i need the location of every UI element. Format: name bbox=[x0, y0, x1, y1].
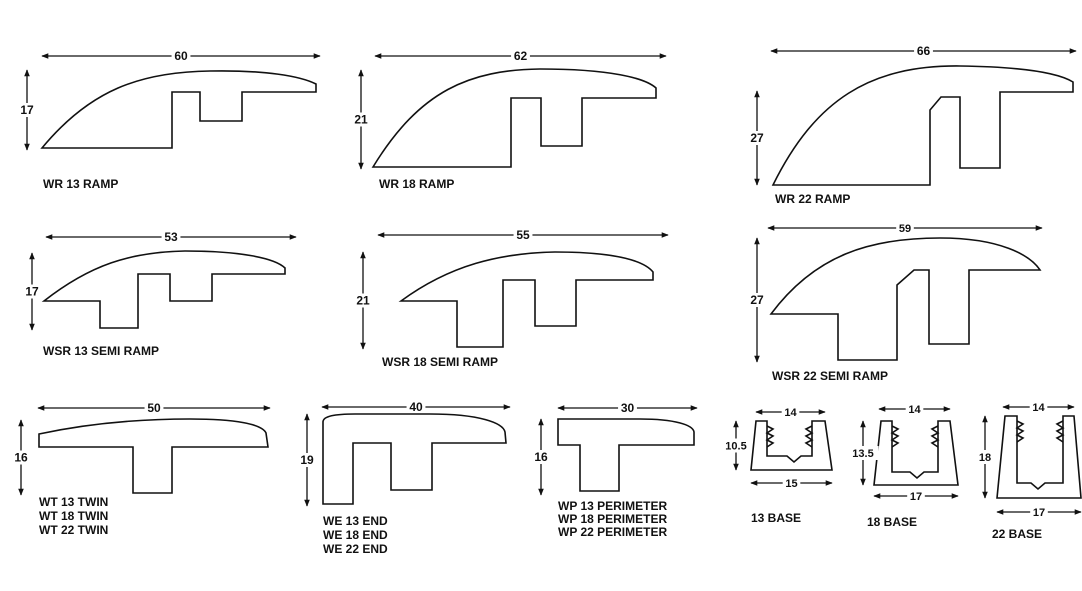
base18-bottom-dim-label: 17 bbox=[910, 491, 922, 503]
base13-height-dim-label-bg bbox=[720, 438, 752, 453]
base22-name: 22 BASE bbox=[992, 527, 1043, 541]
wr18-profile-shape bbox=[371, 68, 657, 168]
base18-bottom-dim-label-bg bbox=[907, 489, 925, 502]
wt-profile-shape bbox=[38, 418, 269, 494]
base13-top-dim-label-bg bbox=[781, 405, 800, 418]
wsr18-name: WSR 18 SEMI RAMP bbox=[382, 355, 498, 369]
wp-profile-shape bbox=[557, 418, 695, 492]
wsr22-height-dim-label: 27 bbox=[750, 293, 764, 307]
wr13-height-dim-label: 17 bbox=[20, 103, 34, 117]
we-height-dim-label: 19 bbox=[300, 453, 314, 467]
we-name-line: WE 22 END bbox=[323, 542, 388, 556]
wsr22-height-dim-label-bg bbox=[747, 293, 767, 307]
wt-name-line: WT 18 TWIN bbox=[39, 509, 109, 523]
we-width-dim-label-bg bbox=[406, 400, 426, 413]
base18-height-dim-label-bg bbox=[847, 446, 879, 460]
wp-names: WP 13 PERIMETER WP 18 PERIMETER WP 22 PE… bbox=[558, 500, 667, 539]
wsr22-width-dim-label-bg bbox=[896, 221, 914, 234]
wp-height-dim-label-bg bbox=[531, 450, 551, 464]
wr22-name: WR 22 RAMP bbox=[775, 192, 850, 206]
wr22-width-dim-label: 66 bbox=[917, 44, 931, 58]
wsr13-width-dim-label-bg bbox=[161, 230, 181, 243]
we-names: WE 13 END WE 18 END WE 22 END bbox=[323, 514, 388, 556]
wr22-name-line: WR 22 RAMP bbox=[775, 192, 851, 206]
wt-name-line: WT 13 TWIN bbox=[39, 495, 109, 509]
wr18-width-dim-label-bg bbox=[511, 49, 530, 62]
base13-bottom-dim-label: 15 bbox=[785, 478, 797, 490]
wr18-height-dim-label-bg bbox=[351, 112, 371, 127]
base18-shape bbox=[873, 420, 959, 486]
wsr18-height-dim-label: 21 bbox=[356, 294, 370, 308]
wsr22-width-dim-label: 59 bbox=[899, 223, 911, 235]
wr18-width-dim-label: 62 bbox=[514, 49, 528, 63]
wr13-width-dim-label-bg bbox=[171, 49, 191, 62]
wr22-width-dim-label-bg bbox=[914, 44, 933, 57]
wp-name-line: WP 22 PERIMETER bbox=[558, 525, 668, 539]
wsr13-height-dim-label-bg bbox=[22, 284, 42, 299]
wsr22-name: WSR 22 SEMI RAMP bbox=[772, 369, 888, 383]
wr18-height-dim-label: 21 bbox=[354, 113, 368, 127]
we-name-line: WE 18 END bbox=[323, 528, 388, 542]
wt-height-dim-label-bg bbox=[11, 450, 31, 465]
wp-width-dim-label-bg bbox=[618, 401, 637, 414]
we-width-dim-label: 40 bbox=[409, 400, 423, 414]
wp-name-line: WP 18 PERIMETER bbox=[558, 512, 668, 526]
wr18-name: WR 18 RAMP bbox=[379, 177, 454, 191]
wsr13-name: WSR 13 SEMI RAMP bbox=[43, 344, 159, 358]
wp-height-dim-label: 16 bbox=[534, 450, 548, 464]
wsr18-profile-shape bbox=[398, 251, 654, 348]
base18-height-dim-label: 13.5 bbox=[852, 448, 873, 460]
base18-top-dim-label-bg bbox=[905, 402, 924, 415]
wsr22-name-line: WSR 22 SEMI RAMP bbox=[772, 369, 889, 383]
wt-width-dim-label-bg bbox=[144, 401, 164, 414]
wr22-profile-shape bbox=[771, 65, 1074, 186]
wr13-name-line: WR 13 RAMP bbox=[43, 177, 119, 191]
wt-height-dim-label: 16 bbox=[14, 451, 28, 465]
wsr18-height-dim-label-bg bbox=[353, 293, 373, 308]
base18-name: 18 BASE bbox=[867, 515, 918, 529]
we-profile-shape bbox=[322, 413, 507, 505]
base22-height-dim-label-bg bbox=[976, 450, 994, 464]
base22-top-dim-label-bg bbox=[1029, 400, 1048, 413]
base22-bottom-dim-label: 17 bbox=[1033, 507, 1045, 519]
wt-names: WT 13 TWIN WT 18 TWIN WT 22 TWIN bbox=[39, 495, 108, 537]
wr13-width-dim-label: 60 bbox=[174, 49, 188, 63]
wr13-profile-shape bbox=[40, 70, 317, 149]
base13-shape bbox=[750, 420, 833, 471]
wsr13-profile-shape bbox=[41, 250, 286, 329]
wr18-name-line: WR 18 RAMP bbox=[379, 177, 455, 191]
base13-name: 13 BASE bbox=[751, 511, 802, 525]
base13-height-dim-label: 10.5 bbox=[725, 441, 746, 453]
wr13-name: WR 13 RAMP bbox=[43, 177, 118, 191]
base22-shape bbox=[996, 415, 1082, 499]
wt-width-dim-label: 50 bbox=[147, 401, 161, 415]
wt-name-line: WT 22 TWIN bbox=[39, 523, 109, 537]
base13-bottom-dim-label-bg bbox=[782, 476, 801, 489]
wr13-height-dim-label-bg bbox=[17, 103, 37, 117]
wp-width-dim-label: 30 bbox=[621, 401, 635, 415]
wsr18-width-dim-label: 55 bbox=[516, 228, 530, 242]
wr22-height-dim-label-bg bbox=[747, 131, 767, 145]
base18-top-dim-label: 14 bbox=[908, 404, 921, 416]
wsr13-name-line: WSR 13 SEMI RAMP bbox=[43, 344, 160, 358]
wp-name-line: WP 13 PERIMETER bbox=[558, 499, 668, 513]
we-height-dim-label-bg bbox=[297, 453, 317, 467]
base22-bottom-dim-label-bg bbox=[1030, 505, 1048, 518]
wsr18-name-line: WSR 18 SEMI RAMP bbox=[382, 355, 499, 369]
wsr13-height-dim-label: 17 bbox=[25, 285, 39, 299]
wsr13-width-dim-label: 53 bbox=[164, 230, 178, 244]
base13-top-dim-label: 14 bbox=[784, 407, 797, 419]
we-name-line: WE 13 END bbox=[323, 514, 388, 528]
base22-height-dim-label: 18 bbox=[979, 452, 991, 464]
wsr18-width-dim-label-bg bbox=[513, 228, 533, 241]
wr22-height-dim-label: 27 bbox=[750, 131, 764, 145]
base22-top-dim-label: 14 bbox=[1032, 402, 1045, 414]
wsr22-profile-shape bbox=[769, 237, 1042, 361]
